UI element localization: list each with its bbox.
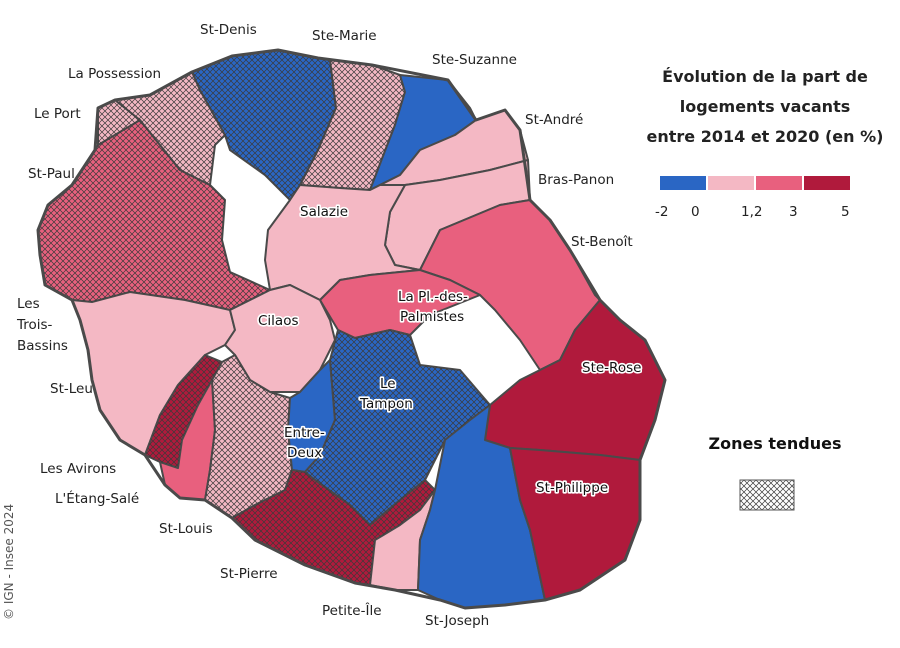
label-les-avirons: Les Avirons xyxy=(40,461,116,477)
label-les-trois-bassins-2: Trois- xyxy=(16,317,53,333)
legend-break-2: 0 xyxy=(691,204,700,220)
label-le-port: Le Port xyxy=(34,106,81,122)
legend-break-3: 1,2 xyxy=(741,204,762,220)
legend-swatch-class-2 xyxy=(708,176,754,190)
label-les-trois-bassins-1: Les xyxy=(17,296,40,312)
label-les-trois-bassins-3: Bassins xyxy=(17,338,68,354)
commune-salazie xyxy=(264,184,421,301)
zones-tendues-title: Zones tendues xyxy=(708,434,842,453)
label-bras-panon: Bras-Panon xyxy=(538,172,614,188)
legend-title-line-2: logements vacants xyxy=(679,97,851,116)
label-le-tampon-1: Le xyxy=(380,376,396,392)
legend-swatch-class-3 xyxy=(756,176,802,190)
source-credit: © IGN - Insee 2024 xyxy=(2,503,16,620)
label-petite-ile: Petite-Île xyxy=(322,601,382,619)
label-st-andre: St-André xyxy=(525,112,583,128)
zones-tendues-hatching xyxy=(38,50,490,585)
label-cilaos: Cilaos xyxy=(258,313,299,329)
legend-title-line-3: entre 2014 et 2020 (en %) xyxy=(646,127,884,146)
label-ste-marie: Ste-Marie xyxy=(312,28,377,44)
legend-title: Évolution de la part de logements vacant… xyxy=(630,62,900,152)
legend-scale: -2 0 1,2 3 5 xyxy=(655,176,850,220)
legend-swatch-class-1 xyxy=(660,176,706,190)
label-st-louis: St-Louis xyxy=(159,521,213,537)
label-la-plaine-1: La Pl.-des- xyxy=(398,289,468,305)
label-st-benoit: St-Benoît xyxy=(571,234,633,250)
label-st-leu: St-Leu xyxy=(50,381,93,397)
label-entre-deux-2: Deux xyxy=(287,445,322,461)
island-outline xyxy=(36,48,667,610)
label-le-tampon-2: Tampon xyxy=(359,396,413,412)
label-entre-deux-1: Entre- xyxy=(284,425,325,441)
label-ste-suzanne: Ste-Suzanne xyxy=(432,52,517,68)
label-st-denis: St-Denis xyxy=(200,22,257,38)
legend-break-5: 5 xyxy=(841,204,850,220)
label-salazie: Salazie xyxy=(300,204,348,220)
label-st-paul: St-Paul xyxy=(28,166,75,182)
label-st-philippe: St-Philippe xyxy=(536,480,608,496)
label-la-possession: La Possession xyxy=(68,66,161,82)
legend-break-1: -2 xyxy=(655,204,668,220)
label-st-joseph: St-Joseph xyxy=(425,613,489,629)
legend-break-4: 3 xyxy=(789,204,798,220)
label-ste-rose: Ste-Rose xyxy=(582,360,641,376)
commune-labels: St-Denis Ste-Marie Ste-Suzanne La Posses… xyxy=(16,22,643,629)
label-la-plaine-2: Palmistes xyxy=(400,309,464,325)
legend-title-line-1: Évolution de la part de xyxy=(662,67,868,86)
zones-tendues-swatch xyxy=(739,479,795,511)
label-st-pierre: St-Pierre xyxy=(220,566,278,582)
label-etang-sale: L'Étang-Salé xyxy=(55,490,139,507)
legend-swatch-class-4 xyxy=(804,176,850,190)
